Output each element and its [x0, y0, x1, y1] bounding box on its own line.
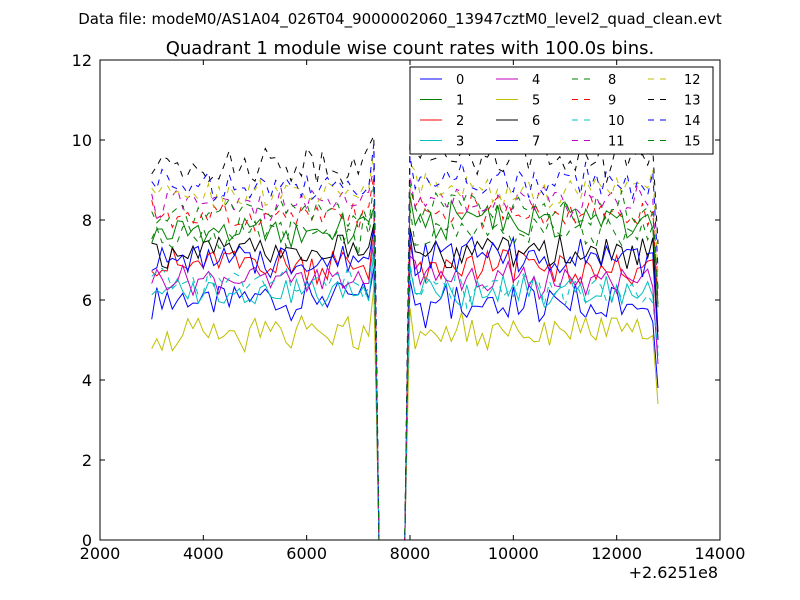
series-line-14 [151, 143, 659, 540]
legend-label-10: 10 [608, 114, 625, 129]
legend-label-15: 15 [684, 135, 701, 150]
series-layer [151, 135, 659, 540]
legend-label-8: 8 [608, 73, 616, 88]
y-tick-label: 8 [82, 211, 92, 230]
x-tick-label: 4000 [183, 544, 224, 563]
series-line-9 [151, 175, 659, 540]
series-line-7 [151, 227, 659, 540]
legend-label-6: 6 [532, 114, 540, 129]
series-line-12 [151, 151, 659, 540]
chart-title: Quadrant 1 module wise count rates with … [166, 38, 655, 59]
y-tick-label: 4 [82, 371, 92, 390]
series-line-13 [151, 135, 659, 540]
y-tick-label: 0 [82, 531, 92, 550]
series-line-0 [151, 267, 659, 540]
x-tick-label: 14000 [695, 544, 746, 563]
legend-label-0: 0 [456, 73, 464, 88]
legend-label-12: 12 [684, 73, 701, 88]
y-tick-label: 10 [72, 131, 92, 150]
series-line-11 [151, 167, 659, 540]
series-line-5 [151, 287, 659, 540]
x-tick-label: 10000 [488, 544, 539, 563]
figure-suptitle: Data file: modeM0/AS1A04_026T04_90000020… [78, 10, 722, 29]
series-line-3 [151, 251, 659, 540]
x-axis-offset-label: +2.6251e8 [629, 563, 718, 582]
series-line-2 [151, 223, 659, 540]
x-tick-label: 8000 [390, 544, 431, 563]
series-line-15 [151, 183, 659, 540]
legend-label-11: 11 [608, 135, 625, 150]
x-tick-label: 12000 [591, 544, 642, 563]
legend-label-4: 4 [532, 73, 540, 88]
legend-label-14: 14 [684, 114, 701, 129]
legend-label-3: 3 [456, 135, 464, 150]
legend-label-5: 5 [532, 94, 540, 109]
x-axis: 2000 4000 6000 8000 10000 12000 14000 [80, 60, 746, 563]
legend-label-9: 9 [608, 94, 616, 109]
y-tick-label: 2 [82, 451, 92, 470]
series-line-6 [151, 223, 659, 540]
legend-label-13: 13 [684, 94, 701, 109]
legend-label-7: 7 [532, 135, 540, 150]
legend-label-2: 2 [456, 114, 464, 129]
y-tick-label: 12 [72, 51, 92, 70]
x-tick-label: 6000 [286, 544, 327, 563]
y-tick-label: 6 [82, 291, 92, 310]
legend-label-1: 1 [456, 94, 464, 109]
series-line-8 [151, 203, 659, 540]
x-tick-label: 2000 [80, 544, 121, 563]
series-line-10 [151, 239, 659, 540]
series-line-4 [151, 239, 659, 540]
